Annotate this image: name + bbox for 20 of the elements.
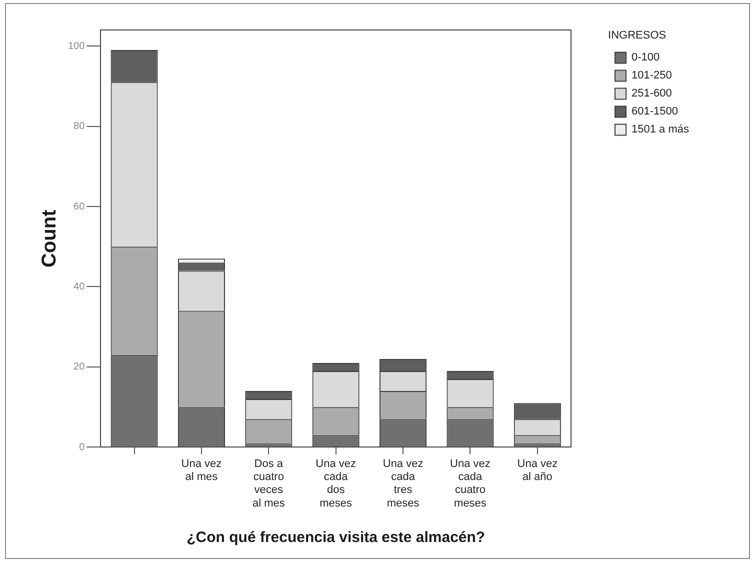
y-tick-label: 80 [74,121,86,132]
x-tick-label: Dos a cuatro veces al mes [252,458,286,510]
y-tick-label: 0 [79,442,86,453]
x-tick-label: Una vez al año [517,458,558,484]
legend-label: 1501 a más [632,124,690,136]
x-tick-label: Una vez cada dos meses [316,458,356,510]
y-tick-label: 60 [74,201,86,212]
legend-label: 601-1500 [632,106,678,118]
legend-label: 251-600 [632,88,672,100]
x-axis-title: ¿Con qué frecuencia visita este almacén? [186,529,486,546]
legend-label: 101-250 [632,70,672,82]
x-tick-label: Una vez cada tres meses [382,458,424,510]
x-tick-label: Una vez al mes [181,458,222,484]
y-tick-label: 40 [74,281,86,292]
y-tick-label: 100 [68,40,86,52]
legend-title: INGRESOS [608,30,666,42]
y-tick-label: 20 [74,362,86,373]
legend-label: 0-100 [632,52,660,64]
x-tick-label: Una vez cada cuatro meses [450,458,490,510]
y-axis-title: Count [38,209,61,268]
